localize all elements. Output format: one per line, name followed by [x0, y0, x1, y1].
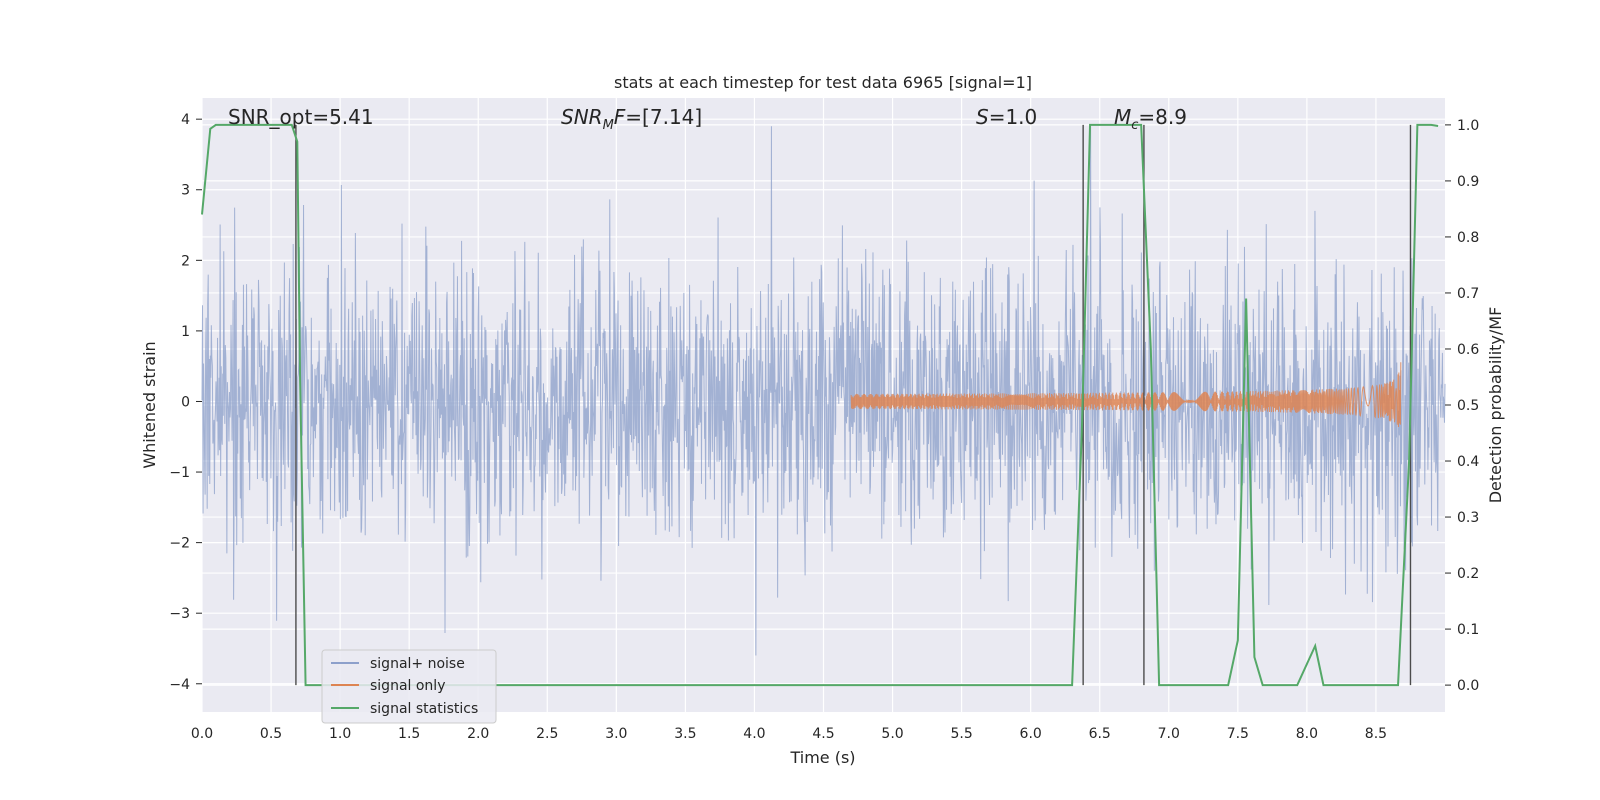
- x-tick-labels: 0.0 0.5 1.0 1.5 2.0 2.5 3.0 3.5 4.0 4.5 5.0 5.5 6.0 6…: [191, 726, 1387, 742]
- y-tick-label-right: 0.6: [1457, 342, 1479, 358]
- y-axis-label-right: Detection probability/MF: [1486, 307, 1505, 504]
- x-tick-label: 2.5: [536, 726, 558, 742]
- y-tick-label-right: 0.5: [1457, 398, 1479, 414]
- y-tick-label-left: 2: [181, 253, 190, 269]
- y-tick-label-right: 0.3: [1457, 510, 1479, 526]
- annotation-s: S=1.0: [976, 105, 1037, 129]
- legend-box: [321, 649, 497, 724]
- y-tick-label-left: −4: [169, 677, 190, 693]
- y-tick-label-left: 3: [181, 183, 190, 199]
- x-tick-label: 1.5: [398, 726, 420, 742]
- x-tick-label: 4.5: [812, 726, 834, 742]
- y-tick-label-right: 0.0: [1457, 678, 1479, 694]
- annotation-snr-mf-subscript: M: [603, 118, 614, 133]
- annotation-s-symbol: S: [976, 105, 989, 129]
- x-tick-label: 5.0: [881, 726, 903, 742]
- series-signal-plus-noise: [201, 126, 1446, 656]
- x-tick-label: 0.0: [191, 726, 213, 742]
- x-tick-label: 8.5: [1365, 726, 1387, 742]
- y-tick-label-right: 0.4: [1457, 454, 1479, 470]
- legend: signal+ noise signal only signal statist…: [321, 649, 497, 724]
- statistics-line: [201, 123, 1439, 687]
- annotation-snr-mf-value: =[7.14]: [625, 105, 702, 129]
- y-tick-label-left: 1: [181, 324, 190, 340]
- y-tick-label-right: 0.2: [1457, 566, 1479, 582]
- y-tick-label-right: 1.0: [1457, 118, 1479, 134]
- y-tick-label-left: −3: [169, 606, 190, 622]
- annotation-snr-mf-symbol: SNR: [561, 105, 603, 129]
- annotation-mc-value: =8.9: [1138, 105, 1187, 129]
- annotation-mc-subscript: c: [1131, 118, 1138, 133]
- annotation-mc-symbol: M: [1114, 105, 1131, 129]
- annotation-s-value: =1.0: [989, 105, 1038, 129]
- x-tick-label: 3.5: [674, 726, 696, 742]
- y-tick-label-right: 0.1: [1457, 622, 1479, 638]
- annotation-snr-mf-tail: F: [614, 105, 626, 129]
- y-tick-label-right: 0.8: [1457, 230, 1479, 246]
- x-tick-label: 7.0: [1158, 726, 1180, 742]
- x-tick-label: 2.0: [467, 726, 489, 742]
- y-axis-label-left: Whitened strain: [140, 341, 159, 468]
- legend-label-signal-statistics: signal statistics: [370, 701, 478, 717]
- y-gridlines-right: [202, 124, 1445, 686]
- y-tick-labels-left: 4 3 2 1 0 −1 −2 −3 −4: [169, 112, 202, 693]
- chart-title: stats at each timestep for test data 696…: [614, 73, 1032, 92]
- y-tick-label-right: 0.9: [1457, 174, 1479, 190]
- x-tick-label: 6.0: [1020, 726, 1042, 742]
- x-tick-label: 8.0: [1296, 726, 1318, 742]
- annotation-snr-opt: SNR_opt=5.41: [228, 105, 374, 129]
- y-tick-label-left: 0: [181, 394, 190, 410]
- x-tick-label: 4.0: [743, 726, 765, 742]
- y-tick-labels-right: 1.0 0.9 0.8 0.7 0.6 0.5 0.4 0.3 0.2 0.1 0.0: [1445, 118, 1479, 694]
- series-signal-only: [850, 362, 1402, 428]
- x-tick-label: 1.0: [329, 726, 351, 742]
- y-tick-label-left: −1: [169, 465, 190, 481]
- x-tick-label: 7.5: [1227, 726, 1249, 742]
- x-tick-label: 5.5: [950, 726, 972, 742]
- legend-label-signal-only: signal only: [370, 678, 445, 694]
- x-tick-label: 3.0: [605, 726, 627, 742]
- x-tick-label: 0.5: [260, 726, 282, 742]
- noise-line: [201, 126, 1446, 656]
- x-axis-label: Time (s): [789, 748, 855, 767]
- series-signal-statistics: [201, 123, 1439, 687]
- annotation-snr-mf: SNRMF=[7.14]: [561, 105, 702, 133]
- y-tick-label-right: 0.7: [1457, 286, 1479, 302]
- chirp-line: [850, 362, 1402, 428]
- annotation-mc: Mc=8.9: [1114, 105, 1187, 133]
- x-tick-label: 6.5: [1089, 726, 1111, 742]
- legend-label-signal-plus-noise: signal+ noise: [370, 656, 465, 672]
- y-tick-label-left: 4: [181, 112, 190, 128]
- y-tick-label-left: −2: [169, 536, 190, 552]
